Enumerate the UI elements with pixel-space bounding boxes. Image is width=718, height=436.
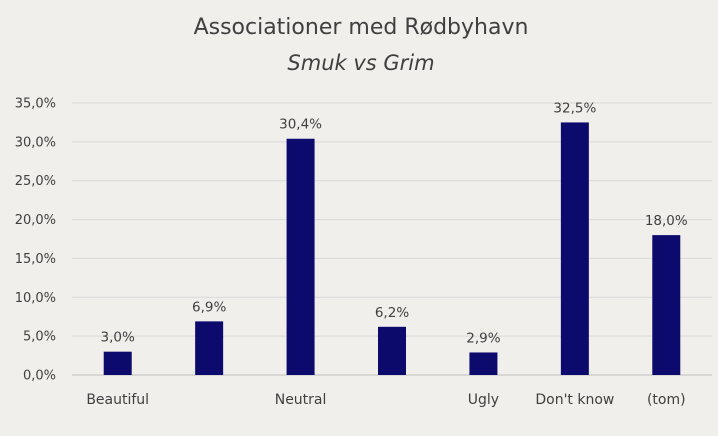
y-tick-label: 20,0% xyxy=(15,213,56,228)
bar xyxy=(469,352,498,375)
bar xyxy=(195,321,224,375)
x-axis-category-labels: Beautiful Neutral Ugly Don't know (tom) xyxy=(86,392,685,408)
data-label: 6,9% xyxy=(192,299,226,315)
gridlines xyxy=(72,102,712,337)
data-label: 30,4% xyxy=(279,117,322,133)
y-tick-label: 30,0% xyxy=(15,135,56,150)
bar xyxy=(103,351,132,375)
y-tick-label: 25,0% xyxy=(15,174,56,189)
y-tick-label: 35,0% xyxy=(15,97,56,112)
bar xyxy=(652,235,681,375)
y-tick-label: 0,0% xyxy=(23,369,56,384)
category-label: Don't know xyxy=(535,392,614,408)
bar xyxy=(378,326,406,375)
bar xyxy=(286,138,315,375)
chart-title: Associationer med Rødbyhavn xyxy=(194,15,529,40)
y-tick-label: 5,0% xyxy=(23,330,56,345)
data-label: 32,5% xyxy=(553,100,596,116)
category-label: (tom) xyxy=(647,392,686,408)
category-label: Beautiful xyxy=(86,392,149,408)
y-axis-tick-labels: 0,0% 5,0% 10,0% 15,0% 20,0% 25,0% 30,0% 35,0% xyxy=(15,97,56,384)
data-label: 3,0% xyxy=(101,330,135,346)
chart-subtitle: Smuk vs Grim xyxy=(287,51,434,75)
y-tick-label: 10,0% xyxy=(15,291,56,306)
category-label: Ugly xyxy=(468,392,499,408)
data-label: 6,2% xyxy=(375,305,409,321)
bars xyxy=(103,122,681,375)
data-label: 2,9% xyxy=(466,330,500,346)
y-tick-label: 15,0% xyxy=(15,252,56,267)
category-label: Neutral xyxy=(275,392,327,408)
data-label: 18,0% xyxy=(645,213,688,229)
bar xyxy=(560,122,589,375)
data-labels: 3,0% 6,9% 30,4% 6,2% 2,9% 32,5% 18,0% xyxy=(101,100,688,346)
